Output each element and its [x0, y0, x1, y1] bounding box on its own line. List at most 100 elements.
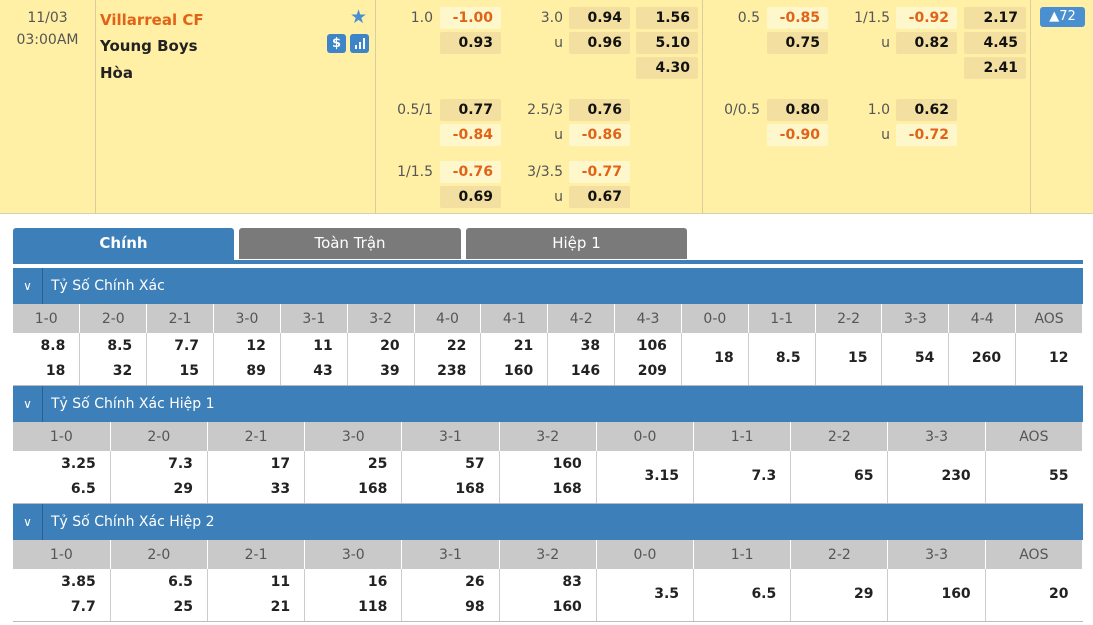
- score-odds-cell[interactable]: 8.5 32: [79, 333, 148, 386]
- home-team[interactable]: Villarreal CF: [100, 11, 204, 29]
- score-odds[interactable]: 160: [552, 598, 582, 615]
- score-odds[interactable]: 18: [714, 350, 734, 367]
- score-odds-cell[interactable]: 160: [887, 569, 986, 622]
- handicap-odds[interactable]: -0.76: [440, 161, 501, 183]
- score-odds[interactable]: 17: [270, 455, 291, 472]
- score-odds[interactable]: 160: [504, 362, 534, 379]
- score-odds-cell[interactable]: 3.25 6.5: [13, 451, 111, 504]
- score-odds[interactable]: 83: [562, 573, 582, 590]
- score-odds[interactable]: 238: [437, 362, 467, 379]
- score-odds[interactable]: 20: [1049, 586, 1069, 603]
- score-odds-cell[interactable]: 29: [790, 569, 889, 622]
- over-under-odds[interactable]: 0.96: [569, 32, 630, 54]
- score-odds[interactable]: 168: [552, 480, 582, 497]
- score-odds[interactable]: 7.7: [70, 598, 96, 615]
- tab-toan-tran[interactable]: Toàn Trận: [239, 228, 461, 259]
- score-odds-cell[interactable]: 22 238: [414, 333, 482, 386]
- score-odds[interactable]: 168: [455, 480, 485, 497]
- handicap-odds[interactable]: -0.84: [440, 124, 501, 146]
- score-odds[interactable]: 12: [1049, 350, 1069, 367]
- score-odds[interactable]: 3.25: [61, 455, 96, 472]
- score-odds-cell[interactable]: 230: [887, 451, 986, 504]
- score-odds[interactable]: 209: [637, 362, 667, 379]
- tab-hiep-1[interactable]: Hiệp 1: [466, 228, 687, 259]
- over-under-odds[interactable]: 0.76: [569, 99, 630, 121]
- score-odds-cell[interactable]: 260: [948, 333, 1017, 386]
- score-odds[interactable]: 89: [246, 362, 266, 379]
- score-odds[interactable]: 55: [1049, 468, 1069, 485]
- score-odds[interactable]: 7.7: [174, 337, 200, 354]
- over-under-odds[interactable]: 0.94: [569, 7, 630, 29]
- score-odds[interactable]: 11: [270, 573, 291, 590]
- over-under-odds[interactable]: 0.67: [569, 186, 630, 208]
- score-odds-cell[interactable]: 20: [985, 569, 1083, 622]
- section-header[interactable]: ∨ Tỷ Số Chính Xác Hiệp 2: [13, 504, 1083, 540]
- 1x2-odds[interactable]: 4.45: [964, 32, 1026, 54]
- score-odds-cell[interactable]: 57 168: [401, 451, 500, 504]
- handicap-odds[interactable]: -1.00: [440, 7, 501, 29]
- score-odds-cell[interactable]: 8.8 18: [13, 333, 81, 386]
- score-odds-cell[interactable]: 3.5: [596, 569, 695, 622]
- score-odds[interactable]: 15: [179, 362, 200, 379]
- over-under-odds[interactable]: -0.77: [569, 161, 630, 183]
- score-odds-cell[interactable]: 83 160: [499, 569, 597, 622]
- score-odds-cell[interactable]: 21 160: [480, 333, 549, 386]
- score-odds[interactable]: 25: [367, 455, 388, 472]
- score-odds-cell[interactable]: 3.15: [596, 451, 695, 504]
- score-odds[interactable]: 26: [465, 573, 485, 590]
- score-odds[interactable]: 11: [313, 337, 333, 354]
- score-odds[interactable]: 8.8: [40, 337, 66, 354]
- 1x2-odds[interactable]: 2.41: [964, 57, 1026, 79]
- score-odds-cell[interactable]: 8.5: [748, 333, 816, 386]
- handicap-odds[interactable]: -0.90: [767, 124, 828, 146]
- score-odds[interactable]: 39: [380, 362, 400, 379]
- score-odds[interactable]: 98: [465, 598, 485, 615]
- handicap-odds[interactable]: 0.69: [440, 186, 501, 208]
- score-odds-cell[interactable]: 12 89: [213, 333, 281, 386]
- score-odds-cell[interactable]: 106 209: [614, 333, 682, 386]
- score-odds[interactable]: 33: [270, 480, 291, 497]
- dollar-icon[interactable]: $: [327, 34, 346, 53]
- score-odds[interactable]: 25: [173, 598, 193, 615]
- stats-icon[interactable]: [350, 34, 369, 53]
- score-odds[interactable]: 3.5: [654, 586, 680, 603]
- score-odds-cell[interactable]: 55: [985, 451, 1083, 504]
- score-odds[interactable]: 8.5: [107, 337, 133, 354]
- score-odds[interactable]: 18: [45, 362, 66, 379]
- score-odds[interactable]: 6.5: [70, 480, 96, 497]
- handicap-odds[interactable]: 0.80: [767, 99, 828, 121]
- chevron-down-icon[interactable]: ∨: [13, 386, 43, 422]
- score-odds[interactable]: 7.3: [168, 455, 193, 472]
- score-odds-cell[interactable]: 7.7 15: [146, 333, 215, 386]
- score-odds-cell[interactable]: 16 118: [304, 569, 403, 622]
- score-odds[interactable]: 54: [914, 350, 935, 367]
- over-under-odds[interactable]: 0.62: [896, 99, 957, 121]
- score-odds[interactable]: 20: [380, 337, 400, 354]
- score-odds[interactable]: 32: [112, 362, 133, 379]
- score-odds[interactable]: 21: [270, 598, 291, 615]
- 1x2-odds[interactable]: 1.56: [636, 7, 698, 29]
- score-odds-cell[interactable]: 18: [681, 333, 749, 386]
- score-odds[interactable]: 160: [941, 586, 971, 603]
- score-odds[interactable]: 160: [552, 455, 582, 472]
- chevron-down-icon[interactable]: ∨: [13, 504, 43, 540]
- score-odds-cell[interactable]: 38 146: [547, 333, 616, 386]
- over-under-odds[interactable]: -0.86: [569, 124, 630, 146]
- tab-chinh[interactable]: Chính: [13, 228, 234, 260]
- score-odds[interactable]: 8.5: [775, 350, 801, 367]
- score-odds-cell[interactable]: 15: [815, 333, 883, 386]
- score-odds-cell[interactable]: 12: [1015, 333, 1083, 386]
- handicap-odds[interactable]: -0.85: [767, 7, 828, 29]
- over-under-odds[interactable]: -0.72: [896, 124, 957, 146]
- score-odds-cell[interactable]: 7.3: [693, 451, 792, 504]
- score-odds[interactable]: 7.3: [751, 468, 777, 485]
- score-odds[interactable]: 146: [570, 362, 601, 379]
- 1x2-odds[interactable]: 5.10: [636, 32, 698, 54]
- section-header[interactable]: ∨ Tỷ Số Chính Xác Hiệp 1: [13, 386, 1083, 422]
- score-odds-cell[interactable]: 17 33: [207, 451, 306, 504]
- score-odds-cell[interactable]: 65: [790, 451, 889, 504]
- score-odds-cell[interactable]: 6.5 25: [110, 569, 208, 622]
- away-team[interactable]: Young Boys: [100, 37, 198, 55]
- over-under-odds[interactable]: -0.92: [896, 7, 957, 29]
- score-odds-cell[interactable]: 11 21: [207, 569, 306, 622]
